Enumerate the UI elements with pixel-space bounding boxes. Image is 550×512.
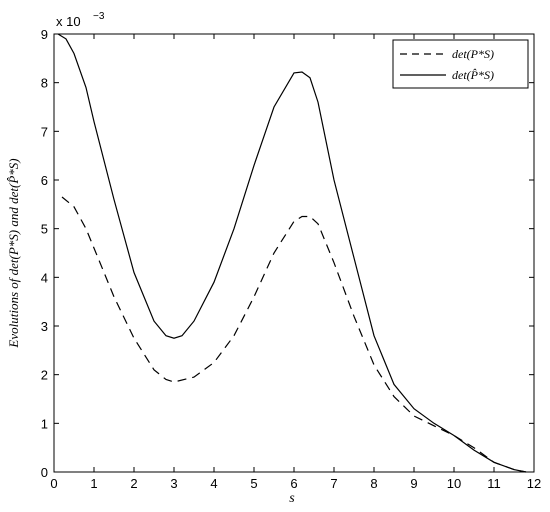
legend-label-series-1: det(P*S)	[452, 47, 494, 61]
y-tick-label: 0	[41, 465, 48, 480]
legend: det(P*S) det(P̂*S)	[392, 39, 529, 89]
x-tick-label: 9	[410, 476, 417, 491]
x-tick-label: 10	[447, 476, 461, 491]
legend-label-series-2: det(P̂*S)	[452, 68, 494, 82]
y-tick-label: 9	[41, 27, 48, 42]
x-tick-label: 4	[210, 476, 217, 491]
x-axis-label: s	[289, 491, 295, 506]
legend-box	[392, 39, 529, 89]
plot-frame	[53, 33, 535, 473]
y-tick-label: 6	[41, 173, 48, 188]
y-tick-label: 2	[41, 368, 48, 383]
y-tick-label: 1	[41, 416, 48, 431]
x-tick-label: 1	[90, 476, 97, 491]
y-scale-exponent: −3	[93, 11, 105, 22]
y-tick-label: 3	[41, 319, 48, 334]
x-tick-label: 11	[487, 476, 501, 491]
x-tick-label: 5	[250, 476, 257, 491]
x-tick-label: 3	[170, 476, 177, 491]
x-tick-label: 7	[330, 476, 337, 491]
series-line-2	[57, 33, 527, 473]
x-tick-label: 12	[527, 476, 541, 491]
y-axis-label: Evolutions of det(P*S) and det(P̂*S)	[6, 158, 21, 348]
x-tick-label: 2	[130, 476, 137, 491]
series-group	[57, 33, 527, 473]
y-scale-base: x 10	[56, 14, 81, 29]
y-scale-label: x 10 −3	[56, 11, 105, 29]
y-tick-label: 8	[41, 76, 48, 91]
x-tick-label: 8	[370, 476, 377, 491]
x-tick-label: 0	[50, 476, 57, 491]
y-tick-label: 5	[41, 222, 48, 237]
y-tick-label: 7	[41, 124, 48, 139]
x-tick-label: 6	[290, 476, 297, 491]
y-tick-label: 4	[41, 270, 48, 285]
